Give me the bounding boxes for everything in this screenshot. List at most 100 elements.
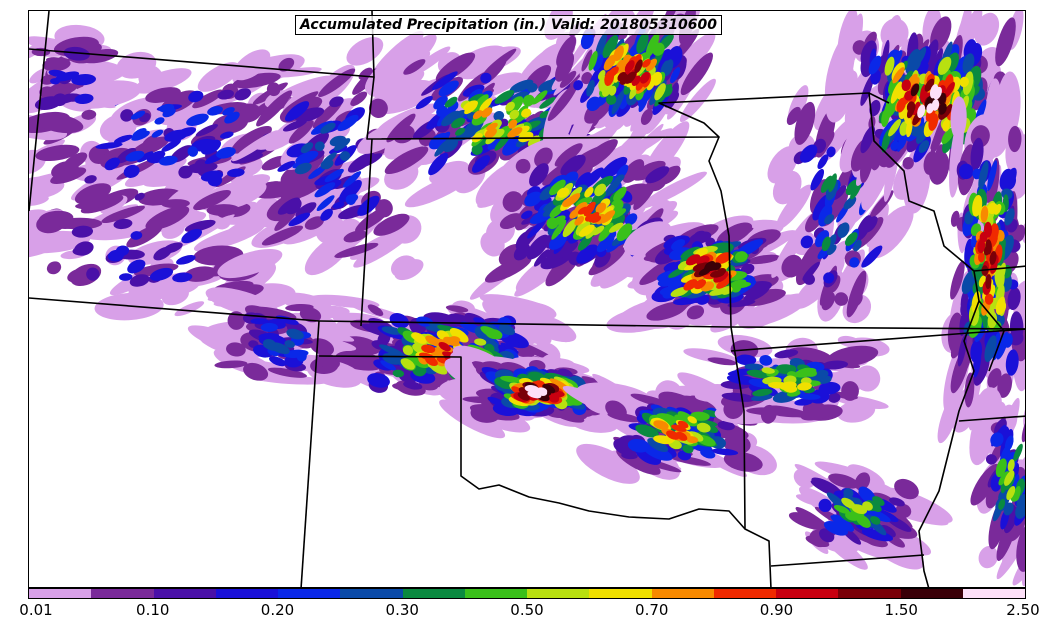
precip-contour bbox=[997, 373, 1012, 398]
precip-contour bbox=[794, 101, 816, 145]
precip-contour bbox=[832, 185, 847, 200]
precip-contour bbox=[416, 151, 440, 166]
precip-contour bbox=[295, 150, 319, 164]
precip-contour bbox=[296, 350, 307, 362]
precip-contour bbox=[71, 225, 94, 238]
precip-contour bbox=[231, 152, 264, 164]
precip-contour bbox=[498, 324, 516, 336]
map-canvas bbox=[29, 11, 1025, 587]
border-line bbox=[730, 328, 1025, 352]
precip-contour bbox=[985, 274, 992, 290]
colorbar-tick-label: 0.90 bbox=[759, 601, 794, 619]
colorbar-segment bbox=[900, 589, 963, 598]
precip-contour bbox=[133, 263, 179, 277]
precip-contour bbox=[609, 222, 624, 233]
precip-contour bbox=[508, 119, 518, 129]
precip-contour bbox=[191, 139, 217, 152]
precip-contour bbox=[304, 216, 324, 230]
precip-contour bbox=[987, 311, 998, 329]
precip-contour bbox=[485, 329, 503, 340]
precip-contour bbox=[137, 151, 154, 163]
precip-contour bbox=[509, 109, 520, 120]
precip-contour bbox=[841, 381, 859, 401]
precip-contour bbox=[194, 159, 209, 173]
precip-contour bbox=[507, 127, 523, 138]
precip-contour bbox=[533, 249, 550, 267]
precip-contour bbox=[721, 392, 756, 402]
precip-contour bbox=[716, 278, 731, 289]
precip-contour bbox=[839, 110, 878, 173]
precip-contour bbox=[1007, 287, 1021, 310]
precip-contour bbox=[595, 202, 607, 214]
precip-contour bbox=[316, 353, 340, 369]
precip-contour bbox=[654, 83, 673, 107]
precip-contour bbox=[329, 96, 344, 108]
precip-contour bbox=[554, 143, 583, 167]
state-borders bbox=[29, 11, 1025, 587]
precip-contour bbox=[845, 511, 860, 521]
precip-contour bbox=[880, 77, 890, 91]
precip-contour bbox=[531, 90, 548, 105]
precip-contour bbox=[480, 72, 492, 84]
precip-contour bbox=[901, 79, 911, 92]
precip-contour bbox=[797, 283, 816, 305]
border-line bbox=[318, 355, 746, 530]
precip-contour bbox=[910, 83, 920, 97]
precip-contour bbox=[978, 251, 985, 263]
precip-contour bbox=[978, 160, 989, 190]
precip-contour bbox=[127, 259, 146, 274]
precip-contour bbox=[888, 118, 901, 137]
precip-contour bbox=[713, 270, 729, 283]
precip-contour bbox=[320, 208, 333, 221]
precip-contour bbox=[686, 436, 699, 444]
precip-contour bbox=[902, 156, 914, 170]
precip-contour bbox=[434, 139, 450, 157]
precip-contour bbox=[605, 400, 627, 420]
precip-contour bbox=[263, 338, 276, 349]
precip-contour bbox=[527, 391, 542, 399]
precip-contour bbox=[529, 163, 549, 187]
precip-contour bbox=[999, 168, 1014, 191]
precip-contour bbox=[107, 249, 125, 262]
precip-contour bbox=[471, 144, 483, 155]
colorbar-segment bbox=[402, 589, 465, 598]
precip-contour bbox=[1005, 349, 1019, 376]
precip-contour bbox=[151, 150, 166, 159]
precip-contour bbox=[693, 279, 707, 290]
precip-contour bbox=[231, 125, 272, 154]
precip-contour bbox=[158, 155, 178, 166]
precip-contour bbox=[580, 31, 594, 50]
precip-contour bbox=[81, 109, 97, 120]
precip-contour bbox=[779, 381, 797, 391]
precip-contour bbox=[817, 154, 829, 170]
precip-contour bbox=[472, 110, 483, 120]
precip-contour bbox=[1013, 485, 1021, 501]
precip-contour bbox=[320, 122, 336, 134]
precip-contour bbox=[548, 233, 567, 250]
precip-contour bbox=[243, 362, 269, 381]
precip-contour bbox=[723, 451, 763, 472]
precip-contour bbox=[848, 292, 863, 308]
precip-contour bbox=[676, 431, 688, 441]
precip-contour bbox=[716, 222, 753, 246]
precip-contour bbox=[985, 454, 997, 465]
precip-contour bbox=[402, 345, 414, 356]
border-line bbox=[29, 11, 50, 212]
precip-contour bbox=[149, 267, 174, 281]
precip-contour bbox=[928, 113, 939, 131]
precip-contour bbox=[821, 292, 836, 311]
precip-contour bbox=[728, 279, 747, 290]
precip-contour bbox=[172, 272, 193, 283]
precip-contour bbox=[998, 498, 1006, 510]
precip-contour bbox=[582, 167, 604, 189]
precip-contour bbox=[828, 275, 841, 293]
precip-contour bbox=[581, 72, 593, 85]
precip-contour bbox=[752, 388, 773, 397]
precip-contour bbox=[1004, 470, 1015, 486]
precip-contour bbox=[494, 89, 515, 104]
precip-contour bbox=[428, 152, 449, 176]
precip-contour bbox=[310, 338, 335, 356]
precip-contour bbox=[1003, 502, 1014, 516]
precip-contour bbox=[735, 354, 757, 366]
precip-contour bbox=[938, 103, 947, 115]
